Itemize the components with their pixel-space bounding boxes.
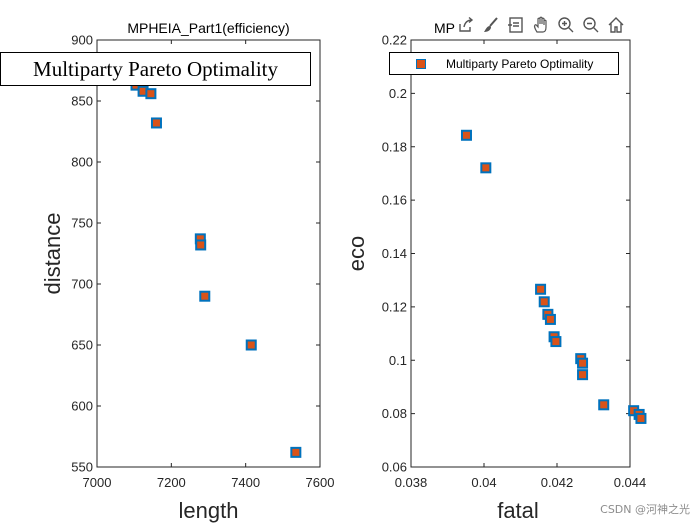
left-legend-label: Multiparty Pareto Optimality xyxy=(33,56,278,81)
left-data-point xyxy=(199,290,211,302)
right-data-point xyxy=(480,162,492,174)
left-y-tick-label: 600 xyxy=(71,399,93,414)
watermark: CSDN @河神之光 xyxy=(600,503,690,516)
axes-toolbar xyxy=(455,14,627,36)
right-y-tick-label: 0.14 xyxy=(382,246,407,261)
left-x-tick-label: 7200 xyxy=(157,475,186,490)
export-icon[interactable] xyxy=(455,14,477,36)
right-data-point xyxy=(550,336,562,348)
right-data-point xyxy=(577,369,589,381)
left-data-point xyxy=(290,446,302,458)
right-x-tick-label: 0.04 xyxy=(471,475,496,490)
zoom-in-icon[interactable] xyxy=(555,14,577,36)
right-data-point xyxy=(598,399,610,411)
left-x-tick-label: 7000 xyxy=(83,475,112,490)
left-y-tick-label: 900 xyxy=(71,33,93,48)
left-y-axis-label: distance xyxy=(40,213,65,295)
left-y-tick-label: 550 xyxy=(71,460,93,475)
left-plot: MPHEIA_Part1(efficiency) length distance… xyxy=(40,20,334,523)
left-legend: Multiparty Pareto Optimality xyxy=(0,52,311,86)
right-data-point xyxy=(635,412,647,424)
right-y-tick-label: 0.2 xyxy=(389,86,407,101)
pan-icon[interactable] xyxy=(530,14,552,36)
right-y-tick-label: 0.18 xyxy=(382,139,407,154)
left-plot-title: MPHEIA_Part1(efficiency) xyxy=(127,20,289,36)
right-plot: MP fatal eco 0.038 0.04 0.042 0.044 0.06 0.08… xyxy=(344,20,647,523)
left-y-tick-label: 850 xyxy=(71,94,93,109)
left-data-point xyxy=(145,88,157,100)
left-x-axis-label: length xyxy=(179,498,239,523)
left-y-tick-label: 750 xyxy=(71,216,93,231)
left-data-point xyxy=(150,117,162,129)
right-y-tick-label: 0.08 xyxy=(382,406,407,421)
right-y-tick-label: 0.16 xyxy=(382,193,407,208)
left-y-tick-label: 700 xyxy=(71,277,93,292)
left-y-tick-label: 800 xyxy=(71,155,93,170)
right-legend: Multiparty Pareto Optimality xyxy=(389,52,619,75)
left-data-point xyxy=(245,339,257,351)
right-data-point xyxy=(538,296,550,308)
right-y-tick-label: 0.1 xyxy=(389,353,407,368)
right-data-point xyxy=(544,313,556,325)
right-legend-marker xyxy=(416,58,426,69)
brush-icon[interactable] xyxy=(480,14,502,36)
data-tip-icon[interactable] xyxy=(505,14,527,36)
left-x-tick-label: 7400 xyxy=(231,475,260,490)
right-data-point xyxy=(577,357,589,369)
right-y-axis-label: eco xyxy=(344,236,369,271)
right-x-tick-label: 0.042 xyxy=(541,475,574,490)
left-y-tick-label: 650 xyxy=(71,338,93,353)
right-plot-title: MP xyxy=(434,20,455,36)
left-data-point xyxy=(195,239,207,251)
zoom-out-icon[interactable] xyxy=(580,14,602,36)
right-y-tick-label: 0.22 xyxy=(382,33,407,48)
right-x-axis-label: fatal xyxy=(497,498,539,523)
right-axes-box xyxy=(410,39,631,468)
left-x-tick-label: 7600 xyxy=(306,475,335,490)
right-data-point xyxy=(460,129,472,141)
home-icon[interactable] xyxy=(605,14,627,36)
right-legend-label: Multiparty Pareto Optimality xyxy=(446,56,594,71)
right-x-tick-label: 0.038 xyxy=(395,475,428,490)
right-y-tick-label: 0.12 xyxy=(382,299,407,314)
right-data-point xyxy=(535,283,547,295)
left-axes-box xyxy=(96,39,321,468)
right-y-tick-label: 0.06 xyxy=(382,460,407,475)
right-x-tick-label: 0.044 xyxy=(614,475,647,490)
